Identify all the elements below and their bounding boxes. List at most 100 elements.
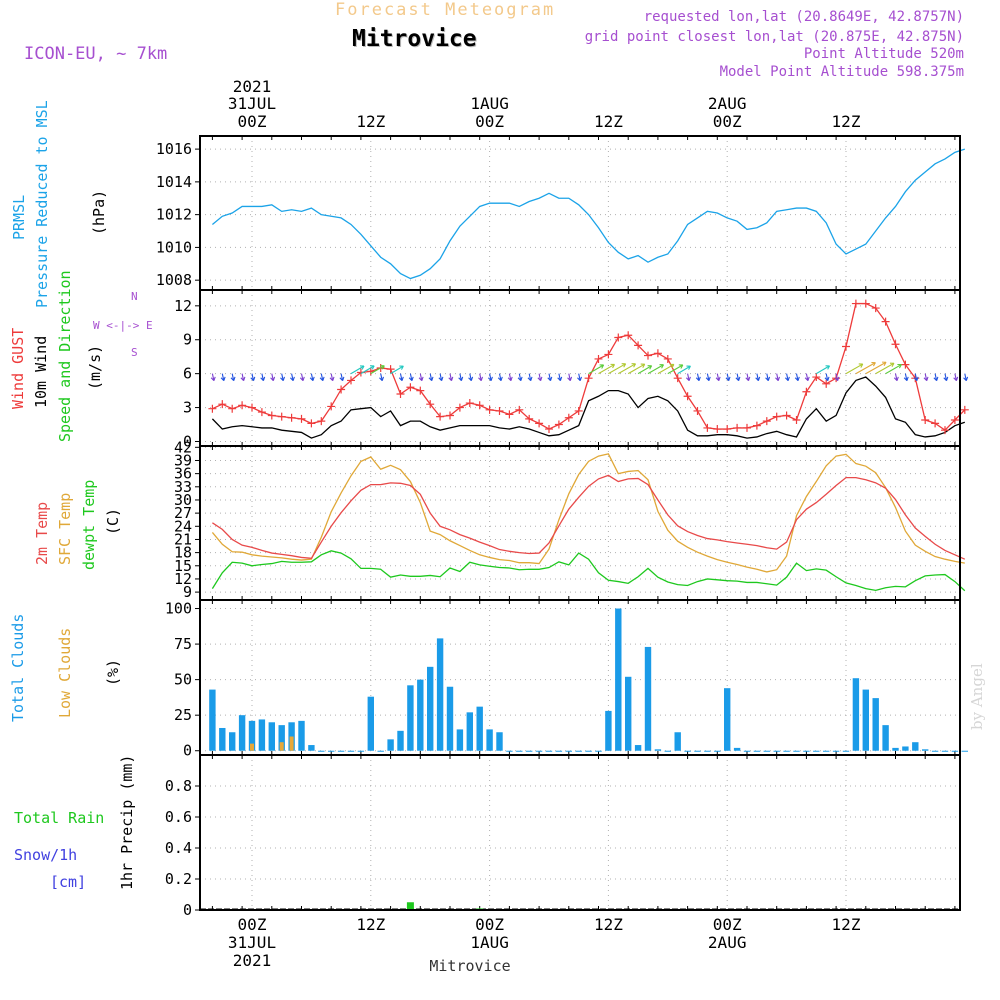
wind-gust-marker: [327, 402, 336, 411]
wind-arrowhead: [647, 365, 653, 370]
wind-gust-marker: [713, 425, 722, 434]
wind-gust-marker: [723, 425, 732, 434]
wind-gust-marker: [446, 411, 454, 420]
wind-gust-marker: [881, 317, 890, 326]
wind-arrowhead: [765, 376, 771, 382]
wind-arrowhead: [669, 363, 675, 369]
wind-direction-arrow: [330, 373, 334, 381]
wind-arrowhead: [784, 376, 790, 382]
low-cloud-bar: [250, 743, 254, 751]
wind-arrowhead: [220, 376, 226, 382]
total-cloud-bar: [852, 678, 860, 751]
y-tick-label: 0.2: [165, 870, 192, 888]
wind-direction-arrow: [944, 373, 948, 381]
wind-gust-marker: [287, 413, 296, 422]
wind-arrowhead: [507, 376, 513, 382]
y-tick-label: 39: [174, 451, 192, 469]
bottom-time-label: 12Z: [356, 915, 385, 934]
wind-arrowhead: [963, 376, 969, 382]
chart-title: Forecast Meteogram: [335, 0, 556, 20]
wind-gust-marker: [614, 333, 623, 342]
wind-arrowhead: [943, 376, 949, 382]
wind-direction-arrow: [964, 373, 967, 381]
wind-direction-arrow: [538, 373, 542, 381]
top-time-label: 00Z: [713, 112, 742, 131]
wind-direction-arrow: [449, 373, 453, 381]
wind-arrowhead: [686, 365, 691, 370]
wind-arrowhead: [640, 363, 646, 368]
y-tick-label: 42: [174, 438, 192, 456]
wind-direction-arrow: [439, 373, 443, 381]
wind-direction-arrow: [657, 363, 675, 375]
wind-direction-arrow: [795, 373, 799, 381]
grid-point-coords: grid point closest lon,lat (20.875E, 42.…: [584, 29, 964, 45]
wind-arrowhead: [745, 376, 751, 382]
total-cloud-bar: [674, 732, 681, 751]
wind-direction-arrow: [726, 373, 730, 381]
total-cloud-bar: [238, 715, 246, 751]
bottom-time-label: 00Z: [713, 915, 742, 934]
total-cloud-bar: [714, 750, 721, 752]
wind-gust-marker: [604, 350, 613, 359]
wind-direction-arrow: [687, 373, 690, 381]
wind-arrowhead: [370, 365, 375, 370]
y-tick-label: 6: [183, 365, 192, 383]
total-cloud-bar: [615, 608, 622, 751]
wind-direction-arrow: [518, 373, 522, 381]
wind-gust-marker: [851, 299, 860, 308]
wind-direction-arrow: [419, 373, 423, 381]
wind-direction-arrow: [608, 363, 626, 375]
wind-direction-arrow: [399, 373, 403, 381]
wind-gust-marker: [950, 416, 959, 424]
wind-gust-marker: [337, 385, 346, 394]
wind-gust-marker: [416, 386, 425, 395]
y-tick-label: 27: [174, 504, 192, 522]
wind-direction-arrow: [894, 373, 898, 381]
wind-gust-marker: [693, 406, 702, 415]
wind-arrowhead: [418, 376, 424, 382]
wind-arrowhead: [557, 376, 563, 382]
wind-arrowhead: [755, 376, 761, 382]
wind-arrowhead: [871, 361, 876, 367]
wind-direction-arrow: [627, 363, 645, 375]
wind-gust-marker: [842, 342, 850, 351]
wind-arrowhead: [621, 363, 627, 368]
total-cloud-bar: [565, 750, 572, 752]
wind-direction-arrow: [598, 363, 615, 375]
total-cloud-bar: [397, 730, 404, 751]
y-tick-label: 100: [165, 600, 192, 618]
wind-arrowhead: [270, 376, 276, 382]
precip-rain-label: Total Rain: [14, 809, 105, 827]
wind-direction-arrow: [370, 365, 385, 375]
wind-arrowhead: [659, 364, 664, 369]
total-cloud-bar: [506, 750, 513, 752]
y-tick-label: 36: [174, 465, 192, 483]
wind-gust-marker: [485, 405, 494, 414]
total-cloud-bar: [733, 747, 741, 751]
wind-arrowhead: [250, 376, 256, 382]
compass-we: W <-|-> E: [93, 319, 153, 332]
model-label: ICON-EU, ~ 7km: [24, 44, 168, 64]
wind-gust-marker: [515, 405, 524, 414]
wind-direction-arrow: [380, 373, 383, 381]
footer-location-label: Mitrovice: [429, 957, 510, 975]
wind-direction-arrow: [618, 363, 636, 375]
wind-arrowhead: [319, 376, 325, 382]
wind-gust-marker: [673, 374, 682, 383]
total-cloud-bar: [526, 750, 533, 752]
total-cloud-bar: [912, 742, 919, 751]
wind-direction-arrow: [647, 364, 664, 375]
wind-arrowhead: [547, 376, 553, 382]
wind-gust-marker: [931, 419, 940, 428]
wind-arrowhead: [610, 363, 615, 369]
total-cloud-bar: [724, 688, 731, 751]
wind-gust-marker: [257, 408, 266, 417]
total-cloud-bar: [575, 750, 582, 752]
wind-gust-marker: [238, 401, 247, 410]
wind-gust-marker: [871, 304, 880, 313]
wind-arrowhead: [537, 376, 543, 382]
total-cloud-bar: [783, 750, 790, 752]
panel-frame: [199, 599, 961, 756]
wind-gust-marker: [505, 410, 514, 419]
wind-arrowhead: [458, 376, 464, 382]
